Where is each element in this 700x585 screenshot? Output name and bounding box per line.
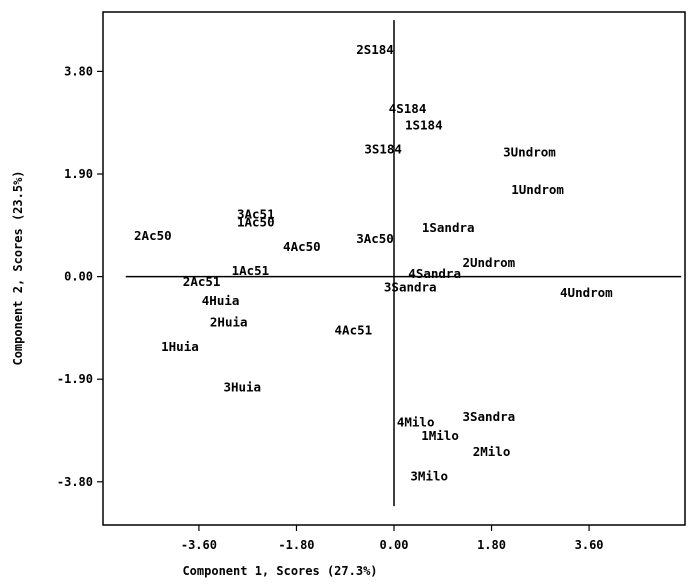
y-tick-label: -3.80 (57, 475, 93, 489)
y-tick-label: 3.80 (64, 64, 93, 78)
point-label: 4Sandra (408, 266, 461, 281)
y-tick-label: -1.90 (57, 372, 93, 386)
point-label: 1Undrom (511, 182, 564, 197)
x-tick-label: -3.60 (181, 538, 217, 552)
point-label: 3S184 (364, 142, 402, 157)
point-label: 3Sandra (384, 279, 437, 294)
x-tick-label: 3.60 (575, 538, 604, 552)
point-label: 3Ac50 (356, 231, 394, 246)
y-tick-label: 1.90 (64, 167, 93, 181)
x-axis-ticks: -3.60 -1.80 0.00 1.80 3.60 (181, 525, 604, 552)
point-label: 1S184 (405, 117, 443, 132)
point-label: 2Ac51 (183, 274, 221, 289)
y-axis-ticks: 3.80 1.90 0.00 -1.90 -3.80 (57, 64, 103, 489)
x-tick-label: 1.80 (477, 538, 506, 552)
point-label: 4Milo (397, 414, 435, 429)
point-label: 2Huia (210, 315, 248, 330)
point-label: 1Ac50 (237, 215, 275, 230)
point-label: 1Ac51 (232, 263, 270, 278)
point-label: 1Huia (161, 339, 199, 354)
x-tick-label: 0.00 (380, 538, 409, 552)
point-label: 2Milo (473, 444, 511, 459)
point-label: 3Huia (223, 379, 261, 394)
point-label: 3Milo (410, 468, 448, 483)
x-axis-title: Component 1, Scores (27.3%) (182, 564, 377, 578)
point-label: 1Sandra (422, 220, 475, 235)
point-label: 2Ac50 (134, 228, 172, 243)
point-label: 3Sandra (462, 409, 515, 424)
y-axis-title: Component 2, Scores (23.5%) (11, 170, 25, 365)
point-label: 3Undrom (503, 144, 556, 159)
point-label: 1Milo (421, 428, 459, 443)
reference-axes (125, 20, 682, 507)
point-label: 4S184 (389, 101, 427, 116)
point-label: 2Undrom (462, 255, 515, 270)
x-tick-label: -1.80 (278, 538, 314, 552)
point-label: 2S184 (356, 42, 394, 57)
point-label: 4Ac51 (335, 323, 373, 338)
point-label: 4Undrom (560, 285, 613, 300)
point-label: 4Huia (202, 293, 240, 308)
y-tick-label: 0.00 (64, 270, 93, 284)
point-label: 3Ac51 (237, 207, 275, 222)
point-label: 4Ac50 (283, 239, 321, 254)
